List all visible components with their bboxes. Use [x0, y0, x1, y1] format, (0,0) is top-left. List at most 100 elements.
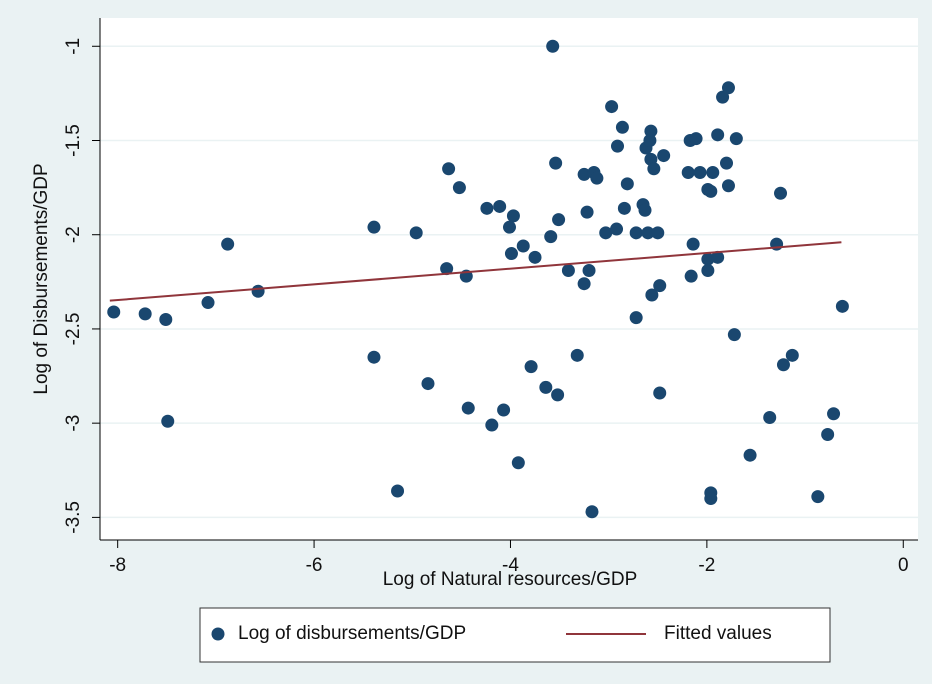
point [776, 358, 790, 372]
point [367, 220, 381, 234]
point [511, 456, 525, 470]
y-axis-title: Log of Disbursements/GDP [31, 163, 52, 394]
point [580, 205, 594, 219]
point [544, 230, 558, 244]
point [570, 348, 584, 362]
point [485, 418, 499, 432]
legend-box [199, 607, 831, 663]
point [251, 284, 265, 298]
point [629, 226, 643, 240]
point [716, 90, 730, 104]
point [727, 328, 741, 342]
point [504, 247, 518, 261]
point [577, 167, 591, 181]
y-tick-label: -3.5 [63, 501, 84, 534]
point [409, 226, 423, 240]
point [721, 81, 735, 95]
x-tick-label: -2 [698, 555, 715, 576]
plot-region [100, 18, 918, 540]
legend-swatch [211, 627, 225, 641]
point [528, 250, 542, 264]
point [549, 156, 563, 170]
point [440, 262, 454, 276]
point [653, 386, 667, 400]
point [201, 296, 215, 310]
point [502, 220, 516, 234]
point [743, 448, 757, 462]
point [821, 427, 835, 441]
point [506, 209, 520, 223]
point [706, 166, 720, 180]
point [686, 237, 700, 251]
point [161, 414, 175, 428]
point [611, 139, 625, 153]
point [590, 171, 604, 185]
point [827, 407, 841, 421]
point [615, 120, 629, 134]
y-tick-label: -3 [63, 415, 84, 432]
point [546, 39, 560, 53]
point [647, 162, 661, 176]
point [461, 401, 475, 415]
point [421, 377, 435, 391]
point [107, 305, 121, 319]
legend-label: Fitted values [664, 623, 772, 644]
point [701, 264, 715, 278]
point [582, 264, 596, 278]
point [524, 360, 538, 374]
point [704, 184, 718, 198]
point [711, 128, 725, 142]
point [610, 222, 624, 236]
point [785, 348, 799, 362]
point [681, 166, 695, 180]
point [620, 177, 634, 191]
point [701, 252, 715, 266]
point [577, 277, 591, 291]
point [811, 490, 825, 504]
point [442, 162, 456, 176]
point [643, 133, 657, 147]
point [599, 226, 613, 240]
point [159, 313, 173, 327]
point [561, 264, 575, 278]
y-tick-label: -1.5 [63, 124, 84, 157]
point [720, 156, 734, 170]
point [638, 203, 652, 217]
point [684, 269, 698, 283]
point [605, 100, 619, 114]
x-tick-label: -4 [502, 555, 519, 576]
point [721, 179, 735, 193]
point [644, 124, 658, 138]
point [539, 380, 553, 394]
point [617, 201, 631, 215]
point [391, 484, 405, 498]
point [516, 239, 530, 253]
point [689, 132, 703, 146]
fit-line [109, 241, 842, 302]
point [367, 350, 381, 364]
point [497, 403, 511, 417]
x-tick-label: 0 [898, 555, 909, 576]
point [774, 186, 788, 200]
point [645, 288, 659, 302]
point [221, 237, 235, 251]
x-tick-label: -8 [109, 555, 126, 576]
point [657, 149, 671, 163]
y-tick-label: -2 [63, 226, 84, 243]
point [452, 181, 466, 195]
point [138, 307, 152, 321]
point [551, 388, 565, 402]
point [835, 299, 849, 313]
x-axis-title: Log of Natural resources/GDP [383, 569, 638, 590]
point [641, 226, 655, 240]
point [704, 492, 718, 506]
point [729, 132, 743, 146]
x-tick-label: -6 [306, 555, 323, 576]
point [651, 226, 665, 240]
legend-label: Log of disbursements/GDP [238, 623, 466, 644]
y-tick-label: -2.5 [63, 313, 84, 346]
point [552, 213, 566, 227]
y-tick-label: -1 [63, 38, 84, 55]
point [480, 201, 494, 215]
